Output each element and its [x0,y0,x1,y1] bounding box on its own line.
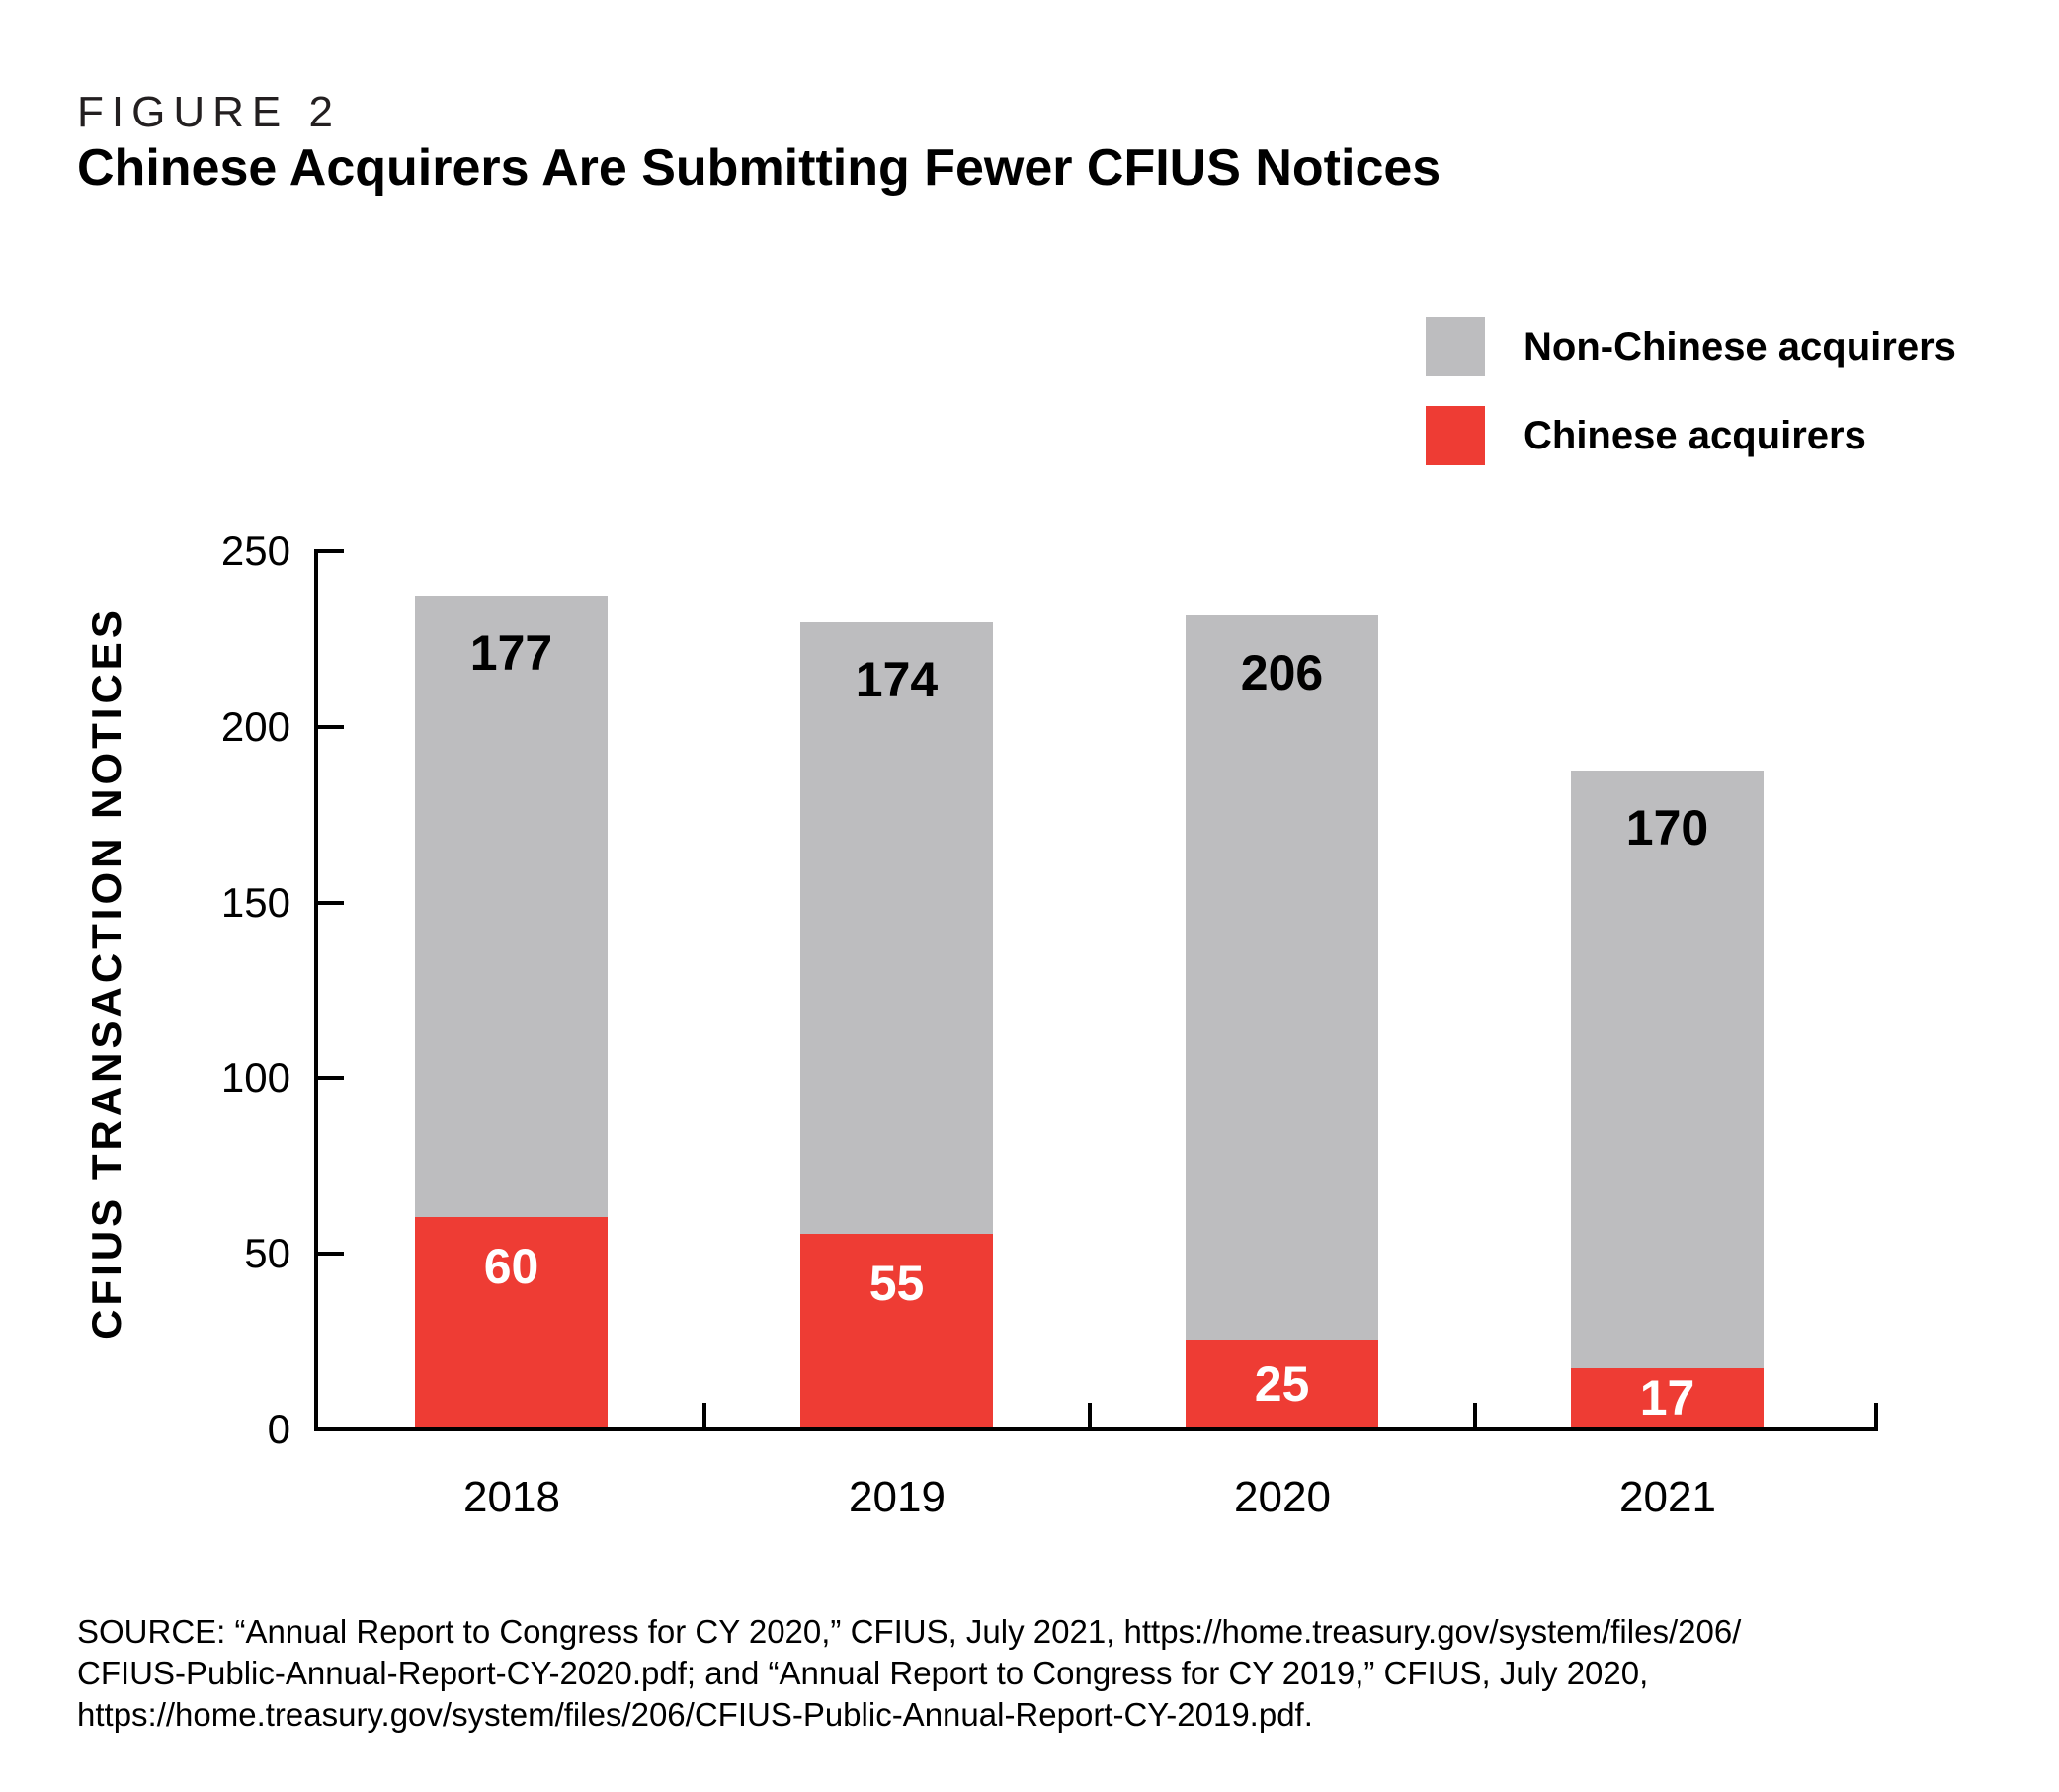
x-category-label-2021: 2021 [1619,1473,1716,1521]
legend-item-non-chinese: Non-Chinese acquirers [1426,317,1956,376]
bar-segment-chinese-2021 [1571,1368,1764,1427]
x-category-label-2018: 2018 [463,1473,560,1521]
bar-value-non-chinese-2020: 206 [1240,645,1324,700]
bar-value-non-chinese-2019: 174 [855,652,939,707]
x-category-label-2019: 2019 [849,1473,946,1521]
bar-segment-non-chinese-2019 [800,622,993,1234]
bar-segment-non-chinese-2020 [1186,615,1378,1340]
y-axis-line [314,549,318,1431]
bar-segment-non-chinese-2018 [415,596,608,1217]
y-tick [318,901,344,905]
x-tick [702,1403,706,1427]
figure-title: Chinese Acquirers Are Submitting Fewer C… [77,139,1441,197]
y-tick-label: 100 [220,1054,290,1100]
y-tick-label: 50 [244,1230,290,1276]
x-tick [1088,1403,1092,1427]
legend-swatch-non-chinese-icon [1426,317,1485,376]
legend: Non-Chinese acquirers Chinese acquirers [1426,317,1956,495]
bar-segment-chinese-2020 [1186,1340,1378,1427]
x-tick [1473,1403,1477,1427]
source-line-3: https://home.treasury.gov/system/files/2… [77,1696,1313,1733]
legend-label-non-chinese: Non-Chinese acquirers [1524,324,1956,368]
bar-value-non-chinese-2021: 170 [1625,800,1709,855]
y-tick-label: 250 [220,528,290,574]
legend-swatch-chinese-icon [1426,406,1485,465]
bar-value-chinese-2018: 60 [483,1239,539,1294]
bar-value-non-chinese-2018: 177 [469,625,553,681]
bar-segment-chinese-2019 [800,1234,993,1427]
y-tick-label: 200 [220,703,290,750]
legend-label-chinese: Chinese acquirers [1524,413,1866,457]
y-tick [318,549,344,553]
y-tick-label: 150 [220,879,290,926]
figure-label: FIGURE 2 [77,88,341,136]
y-tick-label: 0 [267,1406,290,1452]
source-note: SOURCE: “Annual Report to Congress for C… [77,1611,1741,1736]
x-category-label-2020: 2020 [1234,1473,1331,1521]
legend-item-chinese: Chinese acquirers [1426,406,1956,465]
x-axis-line [314,1427,1878,1431]
source-line-2: CFIUS-Public-Annual-Report-CY-2020.pdf; … [77,1655,1649,1691]
x-axis-end-tick [1874,1403,1878,1427]
y-tick [318,1076,344,1080]
bar-value-chinese-2021: 17 [1639,1370,1695,1425]
bar-segment-chinese-2018 [415,1217,608,1427]
source-line-1: SOURCE: “Annual Report to Congress for C… [77,1613,1742,1650]
bar-value-chinese-2019: 55 [868,1256,925,1311]
y-tick [318,725,344,729]
bar-value-chinese-2020: 25 [1254,1356,1310,1412]
y-tick [318,1252,344,1256]
bar-segment-non-chinese-2021 [1571,771,1764,1368]
